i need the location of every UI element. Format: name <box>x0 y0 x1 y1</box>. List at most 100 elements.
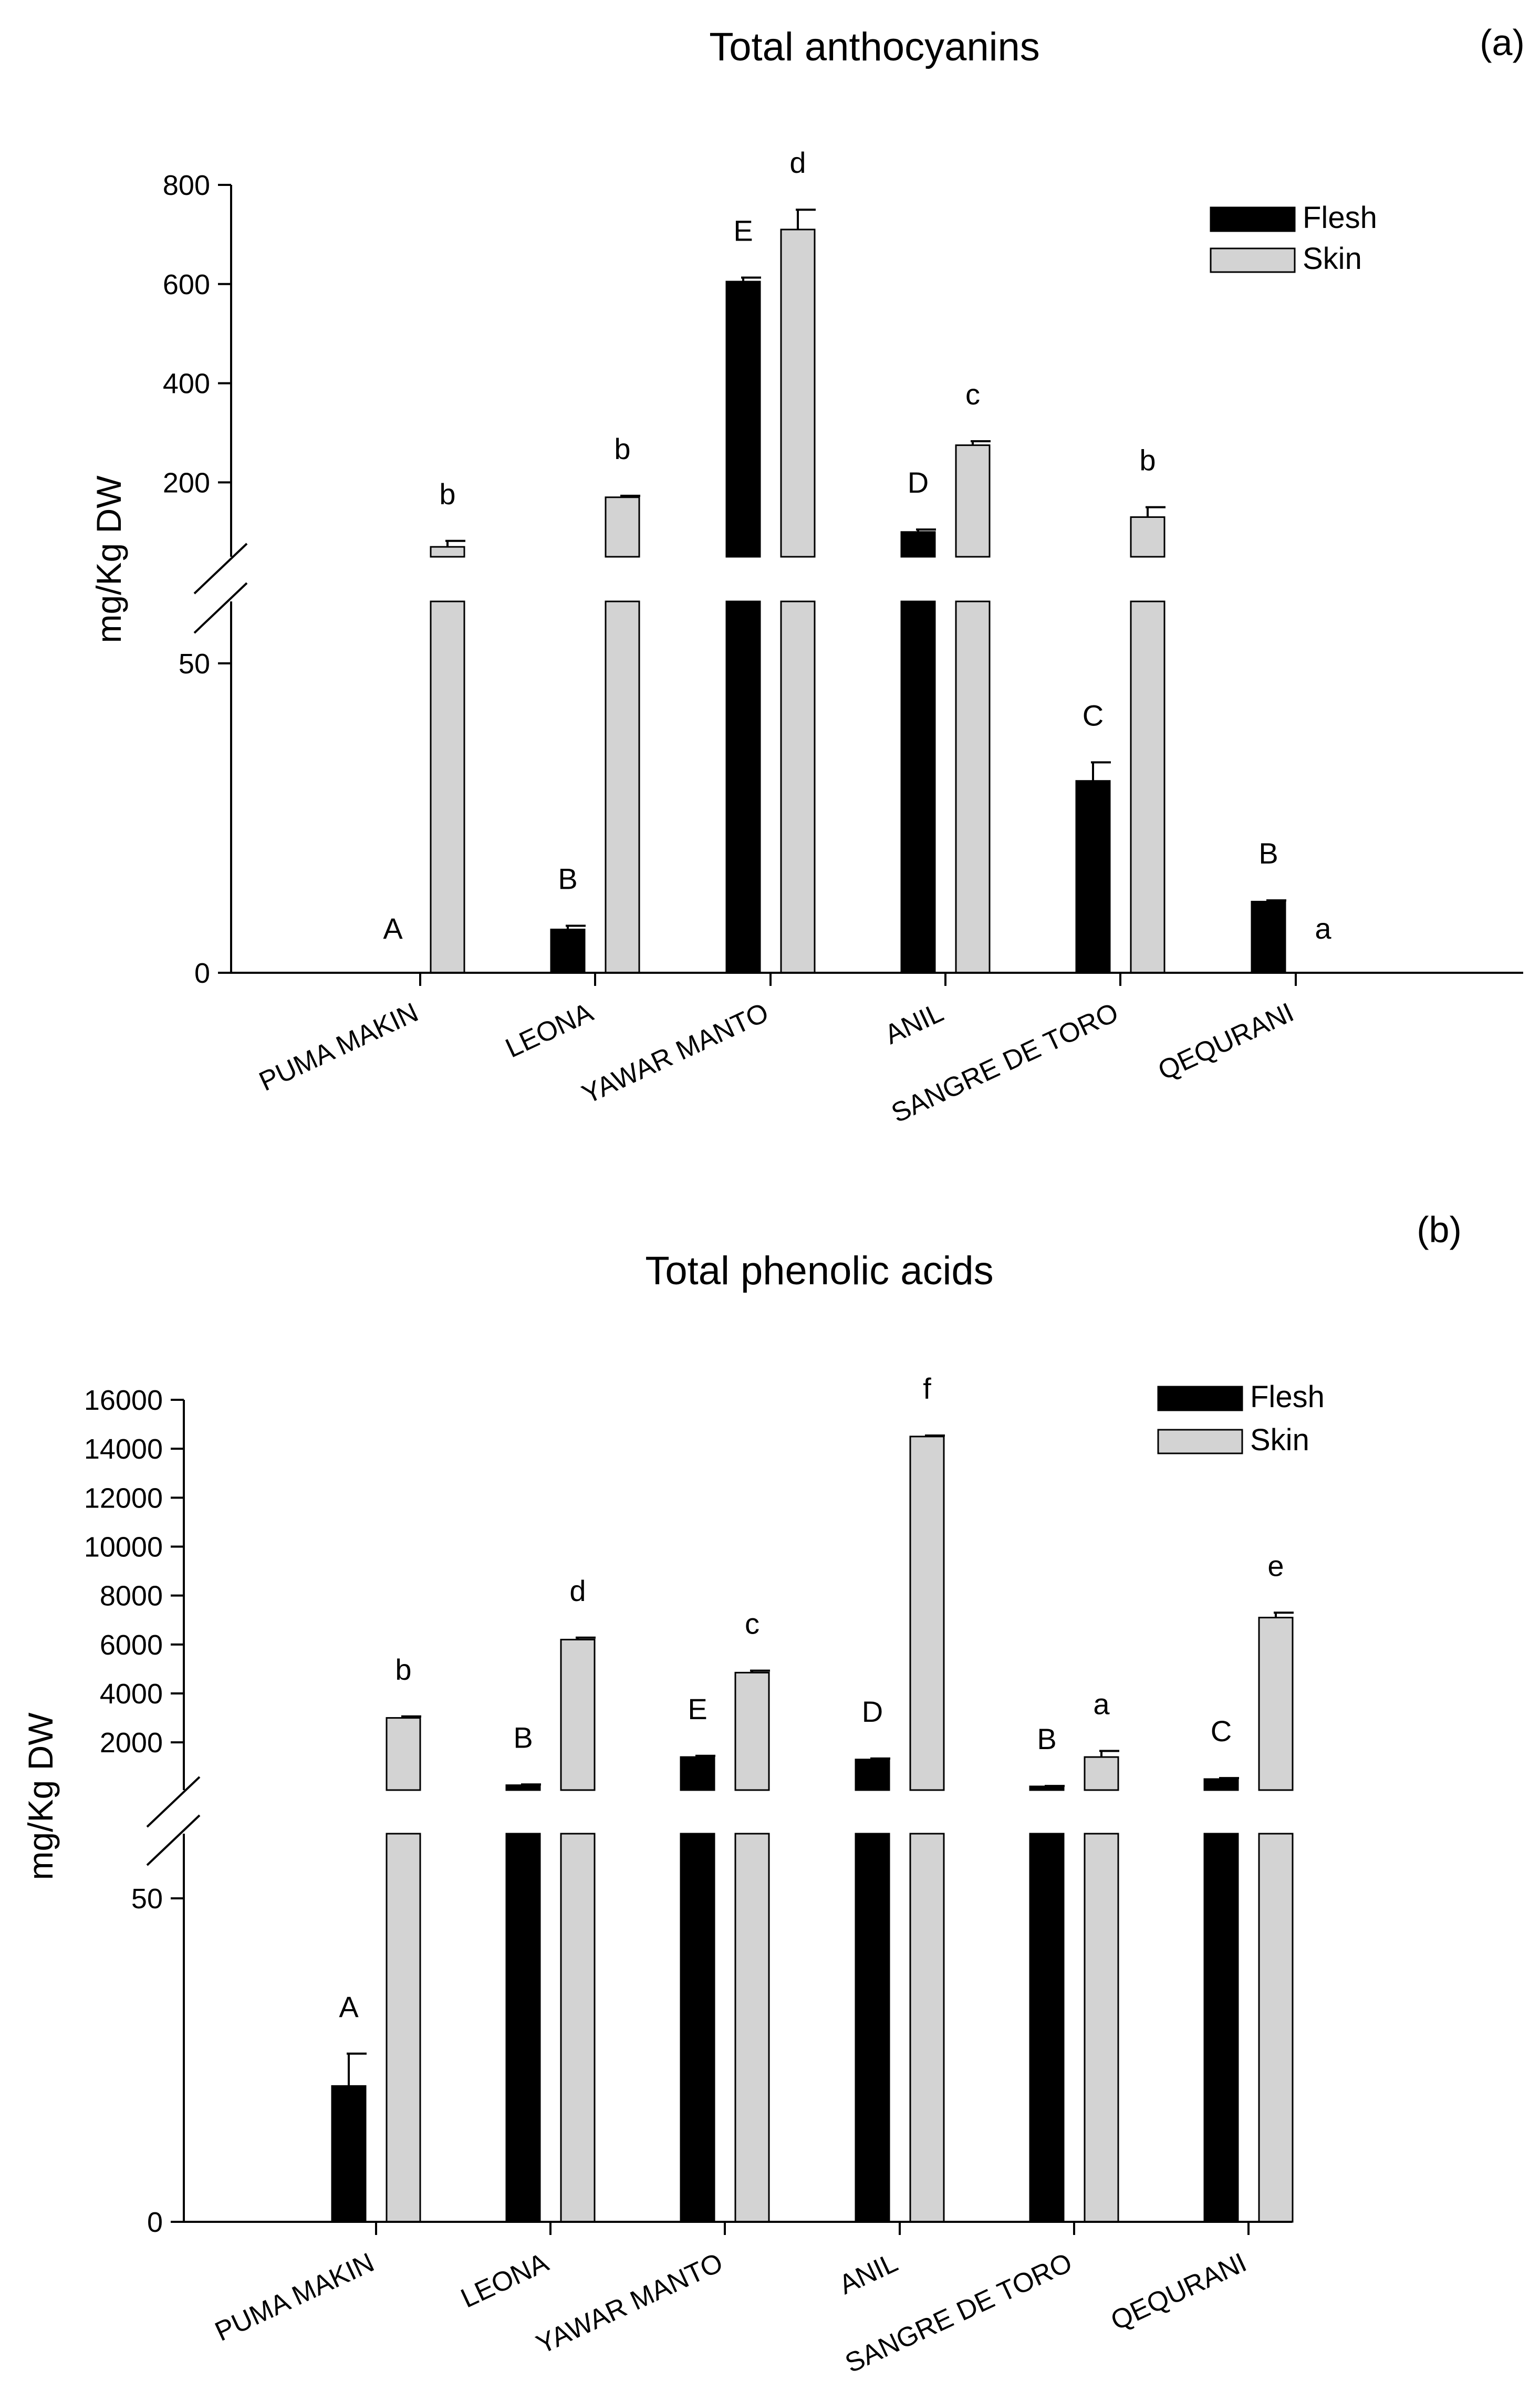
significance-letter: D <box>908 466 929 499</box>
significance-letter: B <box>1037 1722 1056 1755</box>
bar-skin-upper <box>430 546 465 558</box>
bar-flesh-upper <box>505 1784 541 1791</box>
y-tick-label: 6000 <box>100 1629 163 1661</box>
bar-skin-upper <box>780 228 816 558</box>
legend-swatch-skin <box>1210 247 1296 273</box>
significance-letter: B <box>1258 837 1278 870</box>
bar-skin-lower <box>560 1833 596 2223</box>
legend-swatch-flesh <box>1157 1386 1243 1411</box>
significance-letter: A <box>383 912 403 945</box>
bar-skin-upper <box>1130 516 1166 558</box>
significance-letter: b <box>395 1653 411 1686</box>
bar-skin-upper <box>1258 1617 1294 1791</box>
significance-letter: D <box>862 1695 883 1728</box>
y-axis-label: mg/Kg DW <box>89 475 128 643</box>
bar-flesh-lower <box>855 1833 890 2223</box>
significance-letter: e <box>1267 1549 1284 1582</box>
y-tick-label: 8000 <box>100 1580 163 1612</box>
bar-flesh-lower <box>1029 1833 1065 2223</box>
axis-break-mark <box>146 1776 201 1828</box>
y-tick-label: 600 <box>163 269 210 300</box>
axis-break-mark <box>146 1814 201 1866</box>
y-tick-label: 12000 <box>84 1482 163 1514</box>
bar-skin-upper <box>1084 1756 1119 1791</box>
bar-skin-upper <box>386 1717 421 1791</box>
bar-flesh-lower <box>505 1833 541 2223</box>
y-tick-label: 2000 <box>100 1727 163 1759</box>
y-tick-label: 50 <box>131 1883 163 1915</box>
significance-letter: B <box>558 862 577 895</box>
bar-skin-lower <box>1130 600 1166 974</box>
y-tick-label: 800 <box>163 170 210 201</box>
significance-letter: a <box>1093 1687 1110 1720</box>
significance-letter: b <box>439 477 455 511</box>
legend-label-skin: Skin <box>1303 242 1362 276</box>
significance-letter: c <box>965 378 980 411</box>
bar-skin-upper <box>955 444 991 558</box>
bar-skin-lower <box>430 600 465 974</box>
legend: Flesh Skin <box>1157 1380 1325 1457</box>
significance-letter: C <box>1211 1714 1232 1748</box>
legend-label-flesh: Flesh <box>1250 1380 1325 1414</box>
chart-title: Total phenolic acids <box>645 1249 993 1293</box>
y-tick-label: 400 <box>163 368 210 400</box>
significance-letter: C <box>1083 699 1104 732</box>
bar-flesh-upper <box>855 1759 890 1791</box>
significance-letter: a <box>1315 912 1331 945</box>
legend: Flesh Skin <box>1210 201 1377 276</box>
y-tick-label: 10000 <box>84 1531 163 1563</box>
significance-letter: d <box>789 146 806 179</box>
legend-swatch-flesh <box>1210 206 1296 232</box>
bar-flesh-upper <box>725 280 761 558</box>
bar-skin-lower <box>734 1833 770 2223</box>
chart-panel-b: Total phenolic acids (b) mg/Kg DW 2000 40… <box>21 1209 1462 2379</box>
axis-break-mark <box>193 582 248 634</box>
y-axis-label: mg/Kg DW <box>21 1712 60 1880</box>
legend-label-skin: Skin <box>1250 1423 1309 1457</box>
y-tick-label: 0 <box>194 958 210 989</box>
significance-letter: b <box>614 432 630 465</box>
significance-letter: E <box>733 214 753 247</box>
significance-letter: A <box>339 1990 359 2023</box>
bar-flesh-lower <box>725 600 761 974</box>
bar-flesh-upper <box>680 1756 715 1791</box>
significance-letter: d <box>569 1574 586 1607</box>
bar-skin-upper <box>734 1671 770 1791</box>
panel-label: (a) <box>1480 22 1525 63</box>
panel-label: (b) <box>1417 1209 1462 1250</box>
bar-skin-lower <box>1258 1833 1294 2223</box>
bar-skin-upper <box>909 1436 945 1791</box>
bar-flesh-lower <box>1251 900 1286 974</box>
bar-flesh-lower <box>1075 780 1111 974</box>
bar-skin-lower <box>955 600 991 974</box>
y-tick-label: 4000 <box>100 1678 163 1710</box>
bar-flesh-lower <box>1203 1833 1239 2223</box>
bar-skin-upper <box>605 496 640 558</box>
y-tick-label: 50 <box>179 648 210 680</box>
bar-skin-lower <box>909 1833 945 2223</box>
axis-break-mark <box>193 543 248 595</box>
bar-flesh-lower <box>900 600 936 974</box>
significance-letter: c <box>745 1607 759 1640</box>
y-tick-label: 0 <box>147 2207 163 2238</box>
significance-letter: b <box>1139 444 1156 477</box>
bar-flesh-lower <box>331 2085 367 2223</box>
legend-label-flesh: Flesh <box>1303 201 1377 235</box>
bar-flesh-lower <box>680 1833 715 2223</box>
y-tick-label: 200 <box>163 467 210 498</box>
bar-flesh-upper <box>1203 1778 1239 1791</box>
bar-flesh-upper <box>900 531 936 558</box>
significance-letter: B <box>513 1721 533 1754</box>
bar-flesh-lower <box>550 929 586 974</box>
y-tick-label: 14000 <box>84 1433 163 1465</box>
bar-skin-lower <box>780 600 816 974</box>
legend-swatch-skin <box>1157 1429 1243 1454</box>
significance-letter: E <box>688 1692 707 1725</box>
chart-title: Total anthocyanins <box>709 25 1040 69</box>
bar-skin-lower <box>1084 1833 1119 2223</box>
significance-letter: f <box>923 1372 931 1405</box>
bar-skin-upper <box>560 1639 596 1791</box>
bar-skin-lower <box>605 600 640 974</box>
bar-skin-lower <box>386 1833 421 2223</box>
